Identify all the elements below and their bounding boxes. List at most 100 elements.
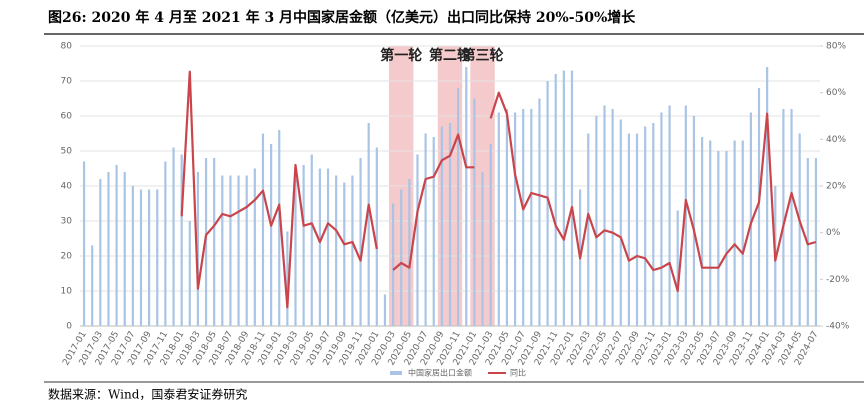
bar	[164, 161, 167, 326]
bar	[611, 109, 614, 326]
bar	[538, 98, 541, 326]
bar	[82, 161, 86, 326]
bar	[343, 182, 346, 326]
bar	[237, 175, 240, 326]
annotation: 第一轮	[380, 47, 422, 64]
bar	[570, 70, 574, 326]
bar	[766, 67, 769, 326]
y-tick-label: 40	[61, 182, 73, 192]
bar	[676, 210, 679, 326]
y-tick-label: 60	[61, 112, 73, 122]
bar	[261, 133, 265, 326]
y-tick-label: 20	[61, 252, 73, 262]
y2-tick-label: 20%	[826, 182, 846, 192]
bar	[522, 109, 525, 326]
bar	[700, 137, 704, 326]
bar	[473, 98, 476, 326]
bar	[790, 109, 793, 326]
line	[180, 70, 817, 309]
bar	[131, 186, 134, 326]
bar	[375, 147, 378, 326]
bar	[107, 172, 110, 326]
y-tick-label: 80	[61, 42, 73, 52]
bar	[709, 140, 712, 326]
bar	[318, 168, 321, 326]
bar	[351, 175, 354, 326]
bar	[400, 189, 403, 326]
y-tick-label: 10	[61, 287, 73, 297]
y2-tick-label: -40%	[826, 322, 850, 332]
legend-label: 中国家居出口金额	[408, 368, 472, 378]
y2-tick-label: 60%	[826, 88, 846, 98]
bar	[497, 112, 500, 326]
bar	[310, 154, 313, 326]
bar	[652, 123, 655, 326]
bar	[587, 133, 590, 326]
bar	[221, 175, 224, 326]
bar	[196, 172, 200, 326]
bar	[457, 88, 460, 326]
bar	[148, 189, 151, 326]
bar	[213, 158, 216, 326]
bar	[440, 126, 443, 326]
bar	[269, 144, 273, 326]
bar	[432, 137, 435, 326]
chart-title: 图26: 2020 年 4 月至 2021 年 3 月中国家居金额（亿美元）出口…	[48, 9, 636, 26]
y-tick-label: 0	[66, 322, 72, 332]
bar	[717, 151, 720, 326]
bar	[513, 112, 517, 326]
bar	[684, 105, 687, 326]
bar	[798, 133, 801, 326]
bar	[635, 133, 639, 326]
bar	[253, 168, 256, 326]
annotation: 第三轮	[462, 47, 504, 64]
bar	[416, 154, 419, 326]
bar	[595, 116, 598, 326]
bar	[749, 112, 752, 326]
y-tick-label: 30	[61, 217, 73, 227]
legend-swatch	[390, 371, 402, 375]
bar	[286, 231, 289, 326]
bar	[554, 74, 557, 326]
bar	[644, 126, 647, 326]
bar	[660, 112, 663, 326]
bar	[668, 105, 671, 326]
bar	[448, 123, 452, 326]
bar	[294, 179, 297, 326]
bar	[603, 105, 606, 326]
y2-tick-label: 80%	[826, 42, 846, 52]
bar	[408, 179, 411, 326]
y2-tick-label: -20%	[826, 275, 850, 285]
bar	[188, 221, 191, 326]
bar	[692, 116, 696, 326]
bar	[326, 168, 330, 326]
legend-label: 同比	[510, 368, 526, 378]
bar	[489, 144, 492, 326]
bar	[180, 154, 183, 326]
bar	[99, 179, 102, 326]
bar	[91, 245, 94, 326]
bar	[123, 172, 126, 326]
bar	[741, 140, 744, 326]
bar	[757, 88, 761, 326]
bar	[733, 140, 736, 326]
bar	[172, 147, 175, 326]
bar	[335, 175, 338, 326]
y2-tick-label: 0%	[826, 228, 841, 238]
y-tick-label: 50	[61, 147, 73, 157]
bar	[229, 175, 232, 326]
bar	[465, 67, 468, 326]
bar	[383, 294, 387, 326]
y2-tick-label: 40%	[826, 135, 846, 145]
bar	[278, 130, 281, 326]
bar	[562, 70, 565, 326]
bar	[245, 175, 248, 326]
bar	[505, 109, 509, 326]
bar	[627, 133, 631, 326]
bar	[424, 133, 427, 326]
bar	[302, 165, 305, 326]
bar	[481, 172, 484, 326]
bar	[530, 109, 533, 326]
bar	[814, 158, 818, 326]
